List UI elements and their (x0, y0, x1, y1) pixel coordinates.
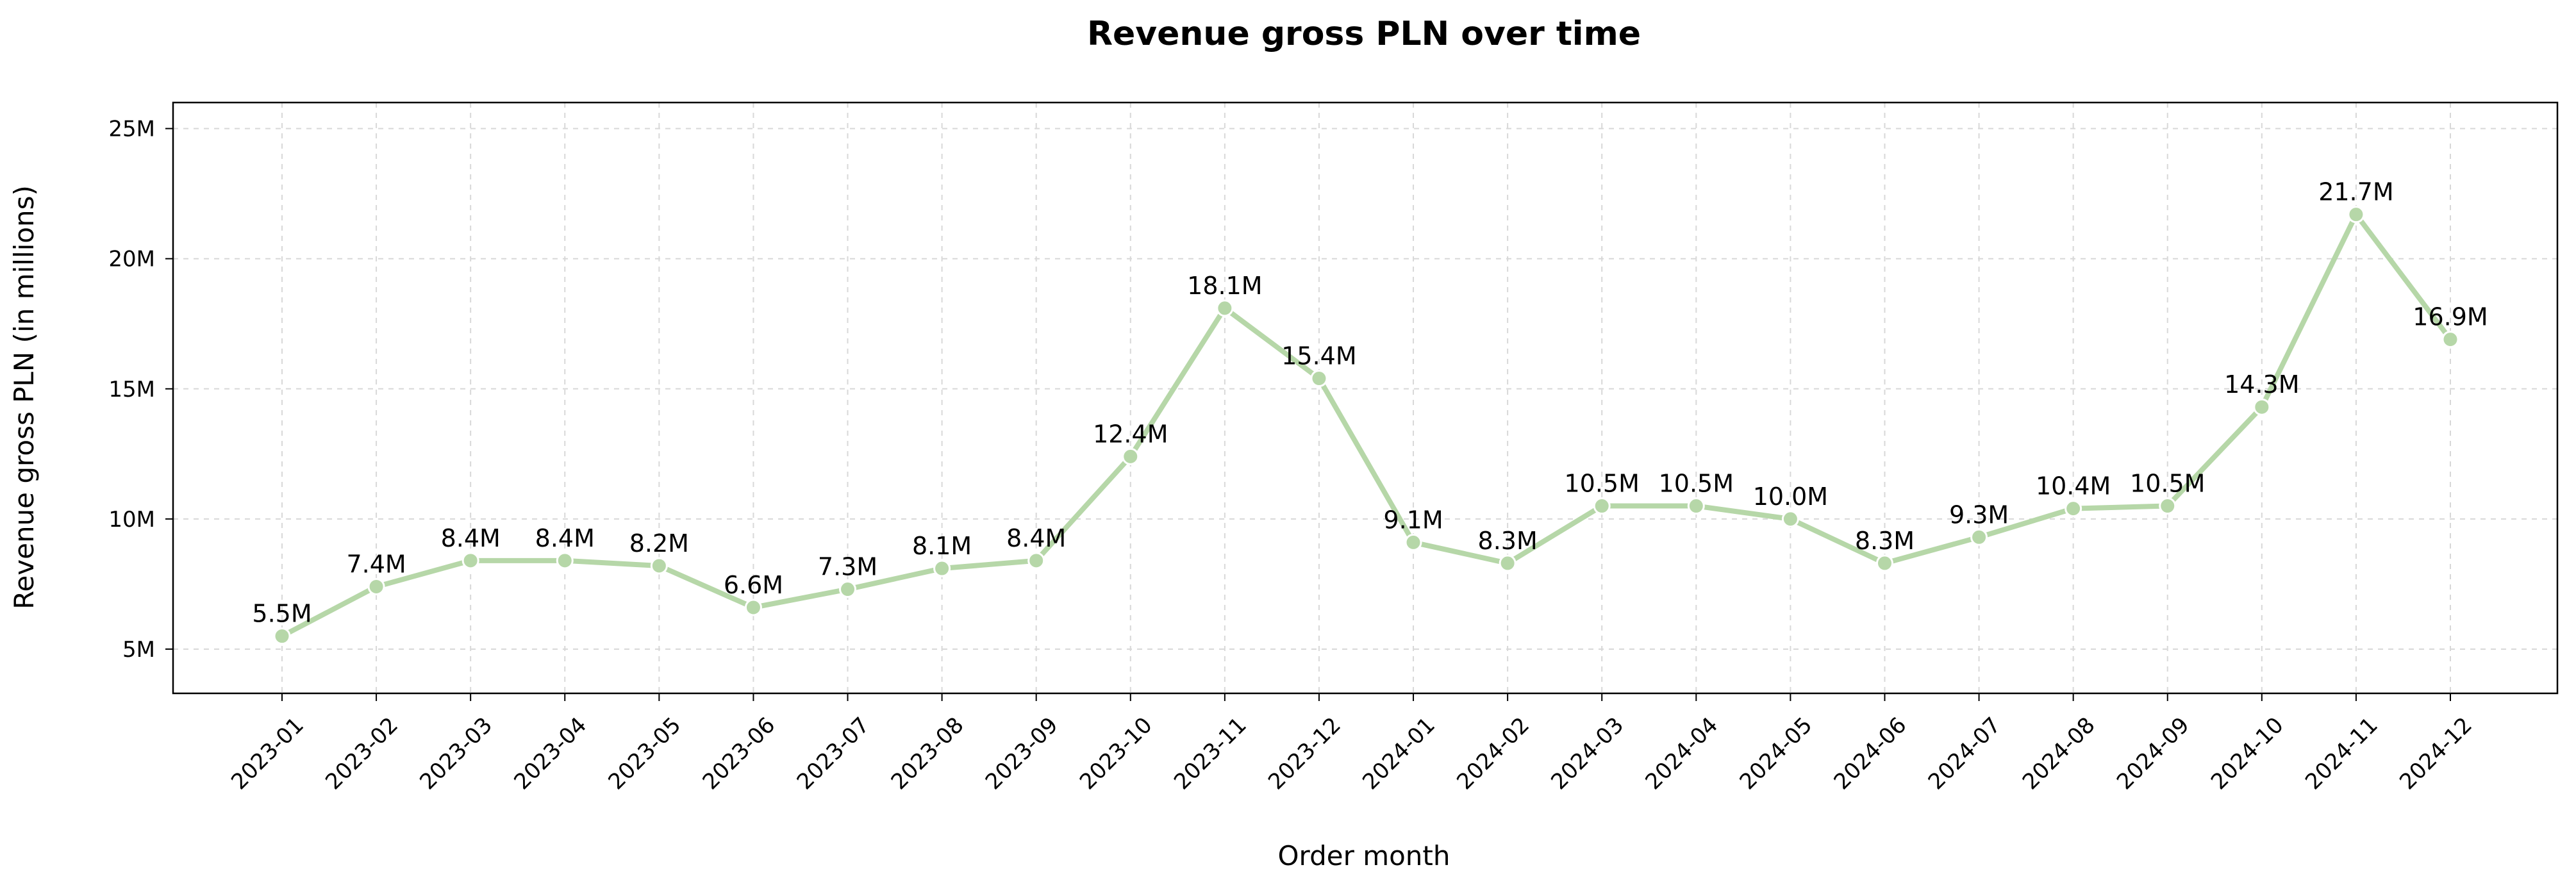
data-label: 7.4M (346, 550, 406, 578)
x-axis-title: Order month (1277, 840, 1450, 871)
data-label: 9.1M (1383, 506, 1443, 534)
data-point (650, 557, 668, 575)
x-tick-label: 2023-07 (792, 713, 875, 795)
x-tick-label: 2023-10 (1075, 713, 1158, 795)
data-point (556, 552, 574, 570)
x-tick-label: 2023-09 (981, 713, 1063, 795)
data-point (367, 577, 385, 595)
data-label: 8.4M (441, 524, 501, 552)
data-label: 8.4M (1006, 524, 1066, 552)
x-tick-label: 2023-08 (886, 713, 969, 795)
data-label: 8.1M (912, 532, 972, 560)
data-point (933, 559, 951, 577)
series-layer: 5.5M 7.4M 8.4M 8.4M 8.2M 6.6M 7.3M 8.1M 8.4M 12.4… (252, 178, 2488, 645)
data-label: 6.6M (724, 571, 783, 599)
data-point (1027, 552, 1045, 570)
data-point (2347, 206, 2365, 224)
data-point (1310, 370, 1328, 388)
x-tick-label: 2024-10 (2206, 713, 2289, 795)
plot-frame (172, 101, 2559, 695)
data-point (1122, 447, 1140, 465)
x-tick-label: 2023-12 (1263, 713, 1346, 795)
y-tick-label: 5M (122, 637, 155, 663)
x-tick-label: 2023-01 (226, 713, 309, 795)
x-tick-label: 2024-02 (1452, 713, 1534, 795)
data-label: 10.5M (1659, 470, 1734, 498)
x-tick-label: 2024-04 (1640, 713, 1723, 795)
y-tick-label: 15M (108, 377, 155, 402)
x-tick-label: 2024-12 (2395, 713, 2477, 795)
data-point (839, 581, 857, 599)
x-tick-label: 2023-06 (698, 713, 781, 795)
x-tick-label: 2023-04 (509, 713, 592, 795)
data-label: 10.5M (2130, 470, 2205, 498)
data-point (2159, 497, 2177, 515)
data-label: 21.7M (2318, 178, 2393, 206)
data-label: 8.2M (629, 529, 689, 558)
x-tick-label: 2024-08 (2018, 713, 2100, 795)
data-label: 10.0M (1753, 483, 1828, 511)
data-label: 10.5M (1565, 470, 1640, 498)
data-point (1499, 554, 1517, 572)
x-tick-label: 2024-09 (2112, 713, 2195, 795)
data-label: 16.9M (2413, 303, 2488, 331)
data-point (461, 552, 479, 570)
grid-layer (173, 103, 2557, 693)
x-tick-label: 2024-07 (1924, 713, 2006, 795)
x-tick-label: 2024-05 (1735, 713, 1818, 795)
data-label: 7.3M (818, 553, 877, 581)
data-point (1216, 299, 1234, 317)
x-tick-label: 2023-11 (1169, 713, 1252, 795)
data-label: 8.4M (535, 524, 595, 552)
data-label: 12.4M (1093, 420, 1168, 448)
data-point (273, 627, 291, 645)
data-label: 10.4M (2036, 472, 2111, 500)
x-tick-label: 2023-05 (604, 713, 686, 795)
data-point (2065, 500, 2082, 518)
y-tick-label: 20M (108, 247, 155, 272)
series-line (279, 211, 2453, 639)
y-tick-label: 25M (108, 117, 155, 142)
y-axis-title: Revenue gross PLN (in millions) (8, 185, 40, 609)
x-tick-label: 2023-02 (320, 713, 403, 795)
x-tick-label: 2024-06 (1829, 713, 1912, 795)
data-point (1687, 497, 1705, 515)
x-tick-label: 2024-03 (1546, 713, 1629, 795)
data-point (1970, 528, 1988, 546)
data-label: 8.3M (1855, 527, 1915, 555)
y-tick-label: 10M (108, 507, 155, 533)
data-label: 8.3M (1478, 527, 1538, 555)
data-point (2253, 398, 2271, 416)
data-point (1875, 554, 1893, 572)
data-label: 15.4M (1281, 342, 1356, 370)
data-label: 9.3M (1949, 500, 2009, 529)
data-point (1404, 533, 1422, 551)
data-point (744, 599, 762, 616)
x-tick-label: 2024-11 (2300, 713, 2383, 795)
data-point (1781, 510, 1799, 528)
data-label: 18.1M (1187, 272, 1262, 300)
x-tick-label: 2023-03 (415, 713, 497, 795)
data-point (1593, 497, 1611, 515)
data-label: 5.5M (252, 600, 312, 628)
x-tick-label: 2024-01 (1358, 713, 1440, 795)
data-point (2441, 331, 2459, 349)
chart-title: Revenue gross PLN over time (1087, 15, 1641, 53)
data-label: 14.3M (2224, 370, 2299, 399)
